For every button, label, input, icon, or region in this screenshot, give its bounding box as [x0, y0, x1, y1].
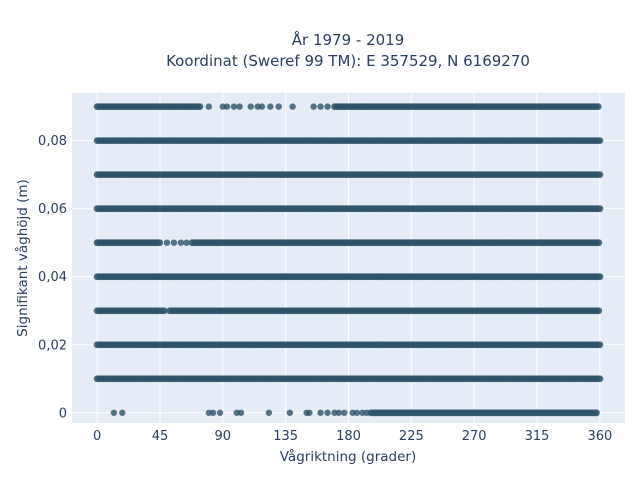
data-point	[596, 375, 604, 383]
data-point	[110, 409, 118, 416]
y-tick-labels: 0 0,02 0,04 0,06 0,08	[38, 134, 67, 421]
data-point	[156, 239, 164, 247]
data-point	[335, 409, 342, 416]
data-point	[363, 409, 370, 416]
x-tick-label: 180	[336, 429, 361, 444]
x-tick-label: 315	[525, 429, 550, 444]
data-point	[324, 103, 331, 110]
chart-title-line-1: År 1979 - 2019	[292, 30, 405, 49]
data-point	[275, 103, 282, 110]
data-point	[216, 409, 224, 416]
data-point	[353, 409, 361, 416]
x-tick-label: 225	[399, 429, 424, 444]
data-point	[594, 103, 602, 111]
data-point	[183, 239, 190, 246]
data-point	[593, 409, 600, 417]
y-tick-label: 0	[59, 406, 67, 421]
data-point	[596, 137, 604, 145]
data-point	[596, 341, 604, 349]
data-point	[596, 273, 604, 281]
data-point	[595, 239, 603, 247]
data-point	[177, 239, 185, 246]
data-point	[160, 307, 168, 315]
data-point	[247, 103, 254, 110]
data-points	[93, 103, 604, 417]
data-point	[595, 307, 603, 315]
x-tick-labels: 0 45 90 135 180 225 270 315 360	[93, 429, 612, 444]
data-point	[170, 239, 178, 246]
data-point	[286, 409, 294, 416]
x-tick-label: 45	[152, 429, 169, 444]
data-point	[258, 103, 266, 110]
x-tick-label: 0	[93, 429, 101, 444]
x-tick-label: 135	[273, 429, 298, 444]
data-point	[230, 103, 238, 110]
chart-title-line-2: Koordinat (Sweref 99 TM): E 357529, N 61…	[166, 52, 530, 70]
x-axis-label: Vågriktning (grader)	[280, 448, 417, 465]
data-point	[163, 239, 171, 246]
x-tick-label: 360	[587, 429, 612, 444]
data-point	[341, 409, 348, 416]
data-point	[223, 103, 231, 110]
data-point	[236, 103, 243, 110]
y-axis-label: Signifikant våghöjd (m)	[14, 179, 31, 337]
y-tick-label: 0,06	[38, 202, 67, 217]
data-point	[196, 103, 204, 111]
data-point	[267, 103, 274, 110]
x-tick-label: 270	[462, 429, 487, 444]
y-tick-label: 0,08	[38, 134, 67, 149]
data-point	[289, 103, 296, 110]
data-point	[596, 171, 604, 179]
data-point	[317, 409, 324, 416]
data-point	[265, 409, 273, 416]
y-tick-label: 0,02	[38, 338, 67, 353]
y-tick-label: 0,04	[38, 270, 67, 285]
data-point	[310, 103, 317, 110]
data-point	[317, 103, 324, 110]
data-point	[306, 409, 313, 416]
data-point	[324, 409, 331, 416]
data-point	[209, 409, 217, 416]
data-point	[237, 409, 245, 416]
data-point	[119, 409, 126, 416]
x-tick-label: 90	[215, 429, 232, 444]
data-point	[359, 103, 366, 110]
data-point	[205, 103, 213, 110]
data-point	[596, 205, 604, 213]
